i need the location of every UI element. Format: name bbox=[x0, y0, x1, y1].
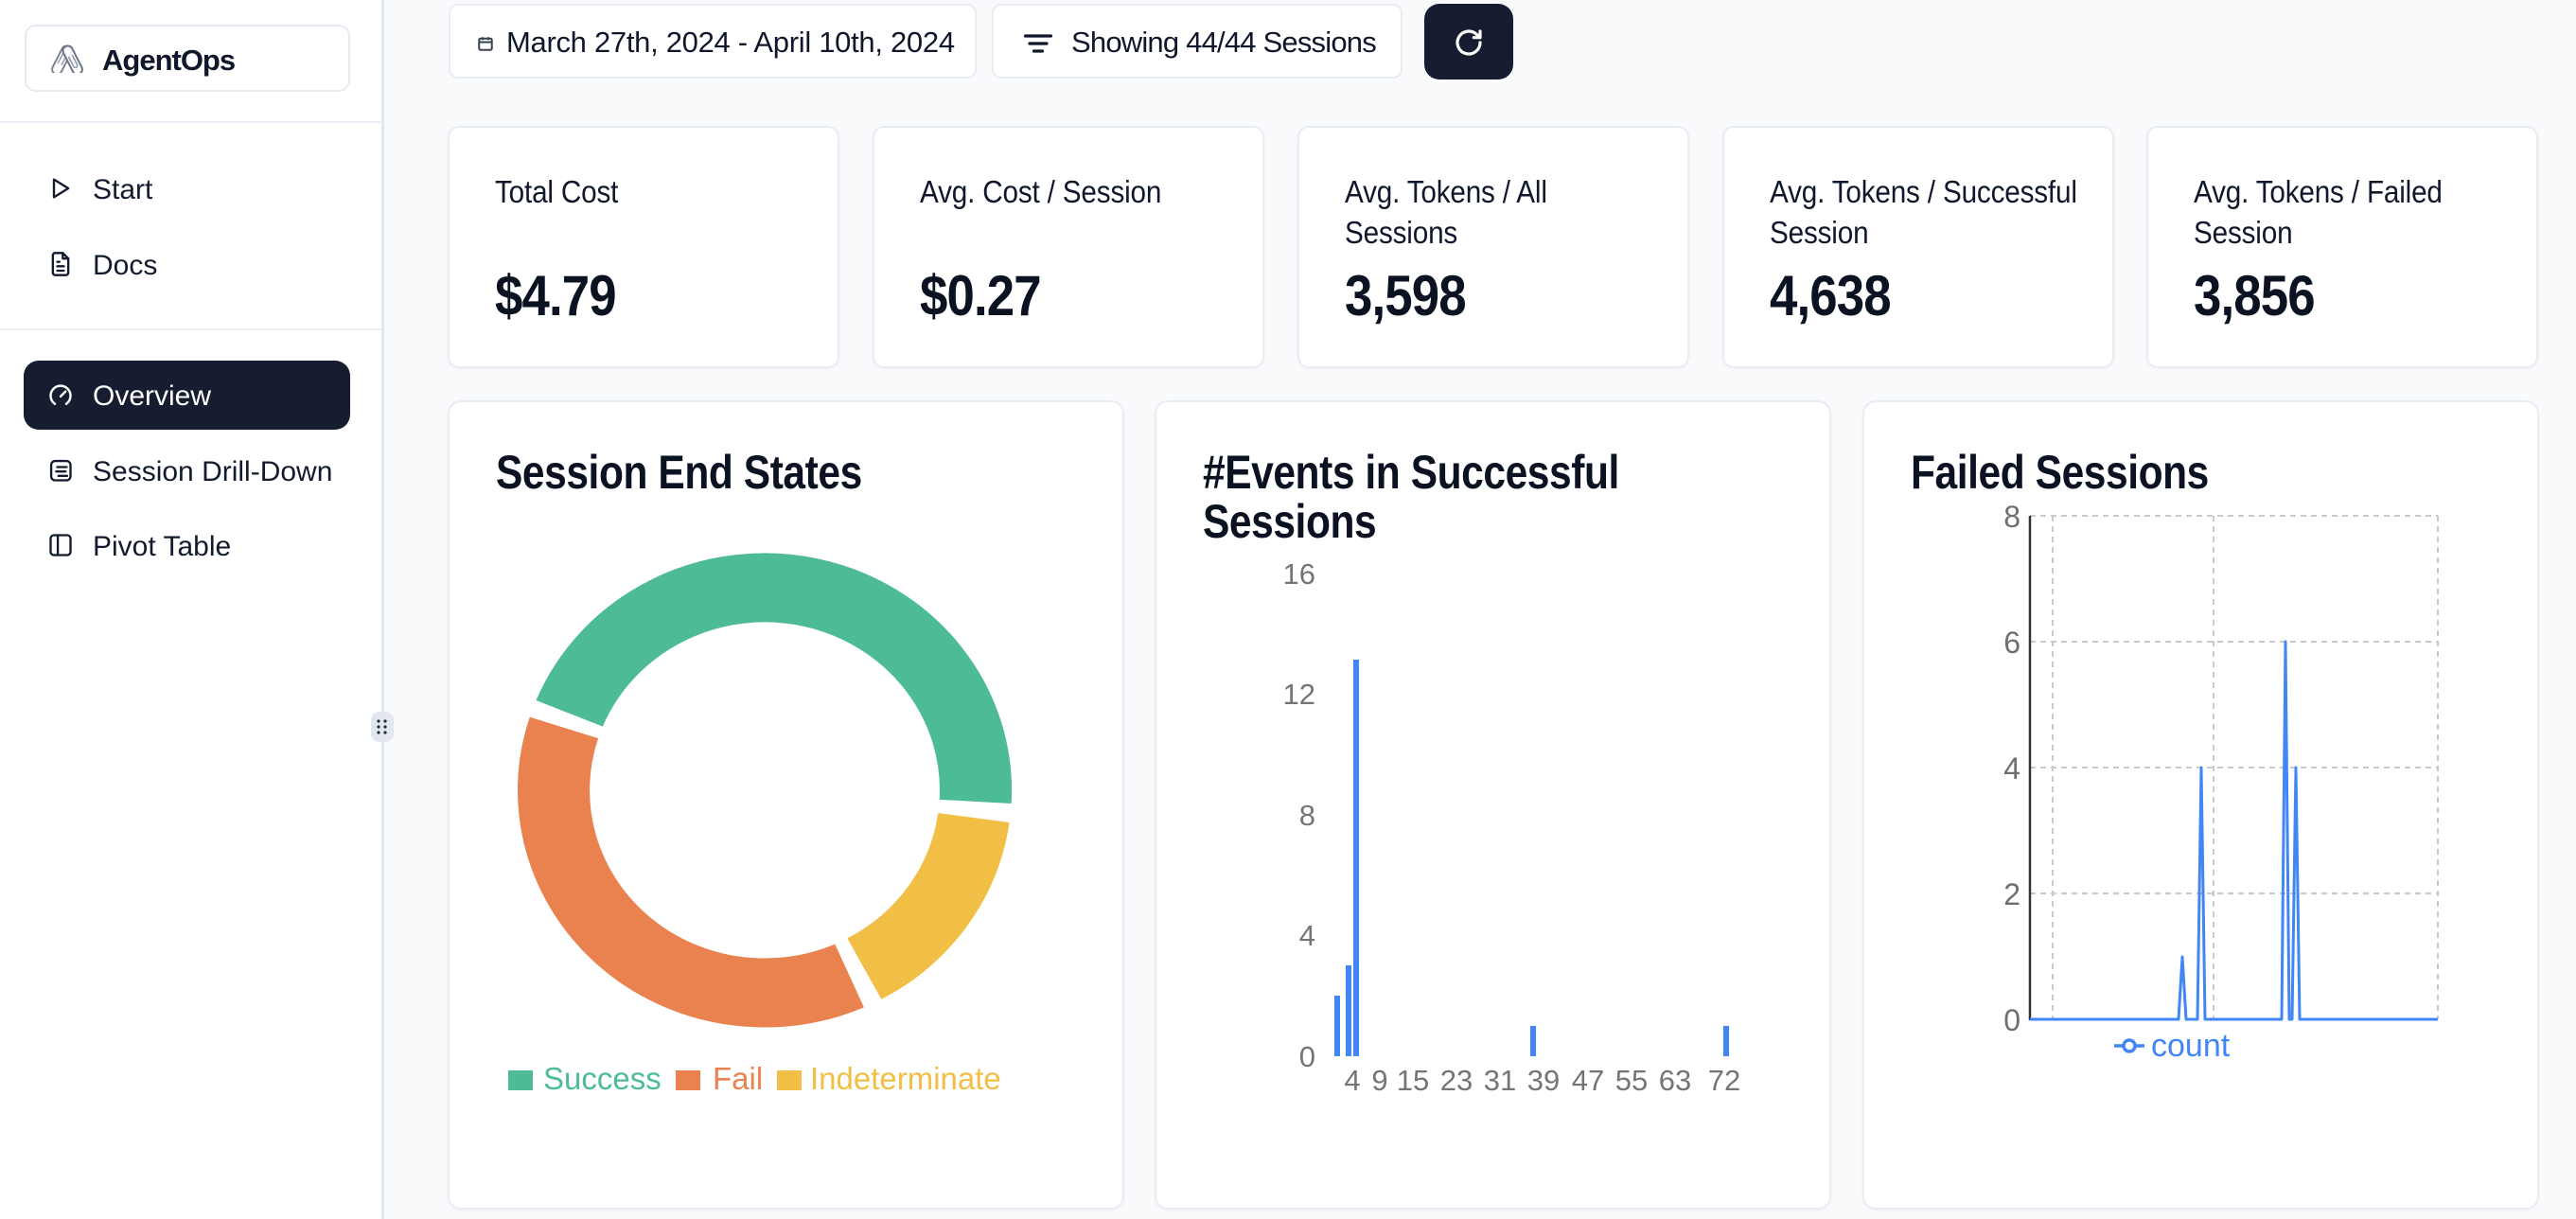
svg-text:6: 6 bbox=[2003, 626, 2020, 660]
svg-text:39: 39 bbox=[1527, 1064, 1560, 1097]
svg-text:12: 12 bbox=[1283, 678, 1315, 711]
svg-text:Indeterminate: Indeterminate bbox=[810, 1061, 1001, 1096]
svg-text:15: 15 bbox=[1397, 1064, 1429, 1097]
svg-text:55: 55 bbox=[1615, 1064, 1648, 1097]
svg-text:63: 63 bbox=[1659, 1064, 1691, 1097]
svg-text:8: 8 bbox=[1299, 799, 1315, 832]
svg-text:4: 4 bbox=[2003, 751, 2020, 786]
svg-text:31: 31 bbox=[1484, 1064, 1516, 1097]
svg-text:4: 4 bbox=[1344, 1064, 1360, 1097]
svg-text:4: 4 bbox=[1299, 919, 1315, 952]
svg-text:16: 16 bbox=[1283, 557, 1315, 591]
svg-text:9: 9 bbox=[1371, 1064, 1387, 1097]
svg-text:8: 8 bbox=[2003, 500, 2020, 534]
svg-text:47: 47 bbox=[1572, 1064, 1604, 1097]
svg-text:2: 2 bbox=[2003, 877, 2020, 911]
svg-text:count: count bbox=[2151, 1028, 2231, 1064]
svg-text:72: 72 bbox=[1708, 1064, 1740, 1097]
svg-text:23: 23 bbox=[1440, 1064, 1473, 1097]
svg-text:0: 0 bbox=[2003, 1003, 2020, 1037]
svg-text:Fail: Fail bbox=[713, 1061, 763, 1096]
svg-text:0: 0 bbox=[1299, 1040, 1315, 1073]
svg-text:Success: Success bbox=[543, 1061, 662, 1096]
